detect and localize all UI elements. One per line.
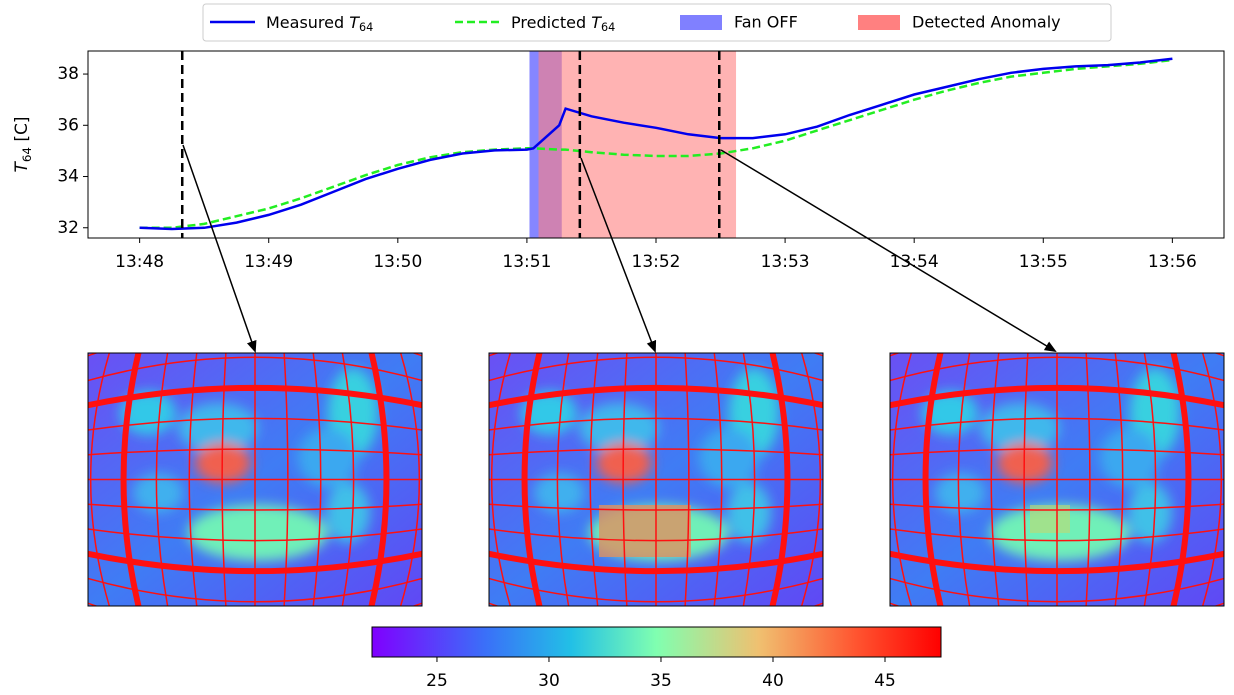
colorbar-tick-label: 35 bbox=[650, 671, 672, 691]
y-axis-label: T64 [C] bbox=[12, 116, 34, 172]
arrow bbox=[721, 150, 1055, 351]
colorbar: 25 30 35 40 45 bbox=[372, 627, 941, 691]
y-tick-label: 36 bbox=[57, 115, 79, 135]
arrow bbox=[183, 145, 255, 351]
thermal-image bbox=[58, 327, 452, 633]
x-tick-label: 13:50 bbox=[373, 252, 422, 272]
colorbar-tick-label: 45 bbox=[874, 671, 896, 691]
legend-label: Measured T64 bbox=[266, 13, 373, 35]
anomaly-patch bbox=[599, 505, 691, 557]
thermal-image bbox=[860, 327, 1234, 633]
x-tick-label: 13:54 bbox=[890, 252, 939, 272]
grid-curve bbox=[58, 348, 82, 611]
blob bbox=[727, 483, 771, 543]
legend-label: Predicted T64 bbox=[511, 13, 615, 35]
legend: Measured T64 Predicted T64 Fan OFF Detected… bbox=[203, 4, 1111, 41]
y-tick-label: 34 bbox=[57, 167, 79, 187]
grid-curve bbox=[1230, 348, 1234, 611]
grid-curve bbox=[459, 348, 483, 611]
legend-label: Fan OFF bbox=[734, 13, 798, 32]
colorbar-tick-label: 30 bbox=[538, 671, 560, 691]
colorbar-tick-label: 40 bbox=[762, 671, 784, 691]
thermal-images bbox=[58, 327, 1234, 633]
plot-area: 32 34 36 38 13:48 13:49 13:50 13:51 13:52 13:53 13… bbox=[12, 51, 1224, 351]
grid-curve bbox=[829, 348, 853, 611]
y-tick-label: 38 bbox=[57, 64, 79, 84]
x-tick-label: 13:56 bbox=[1148, 252, 1197, 272]
colorbar-tick-label: 25 bbox=[426, 671, 448, 691]
thermal-image bbox=[459, 327, 853, 633]
legend-swatch bbox=[680, 15, 722, 30]
x-tick-label: 13:52 bbox=[632, 252, 681, 272]
x-tick-label: 13:49 bbox=[244, 252, 293, 272]
patch bbox=[1030, 505, 1070, 533]
legend-label: Detected Anomaly bbox=[912, 13, 1061, 32]
blob bbox=[188, 505, 328, 561]
x-tick-label: 13:53 bbox=[761, 252, 810, 272]
figure: 32 34 36 38 13:48 13:49 13:50 13:51 13:52 13:53 13… bbox=[0, 0, 1234, 695]
blob bbox=[1128, 483, 1172, 543]
y-tick-label: 32 bbox=[57, 218, 79, 238]
x-tick-label: 13:51 bbox=[502, 252, 551, 272]
x-tick-label: 13:48 bbox=[115, 252, 164, 272]
x-tick-label: 13:55 bbox=[1019, 252, 1068, 272]
grid-curve bbox=[428, 348, 452, 611]
grid-curve bbox=[860, 348, 884, 611]
blob bbox=[326, 483, 370, 543]
legend-swatch bbox=[858, 15, 900, 30]
colorbar-fill bbox=[372, 627, 941, 657]
span bbox=[539, 51, 737, 238]
